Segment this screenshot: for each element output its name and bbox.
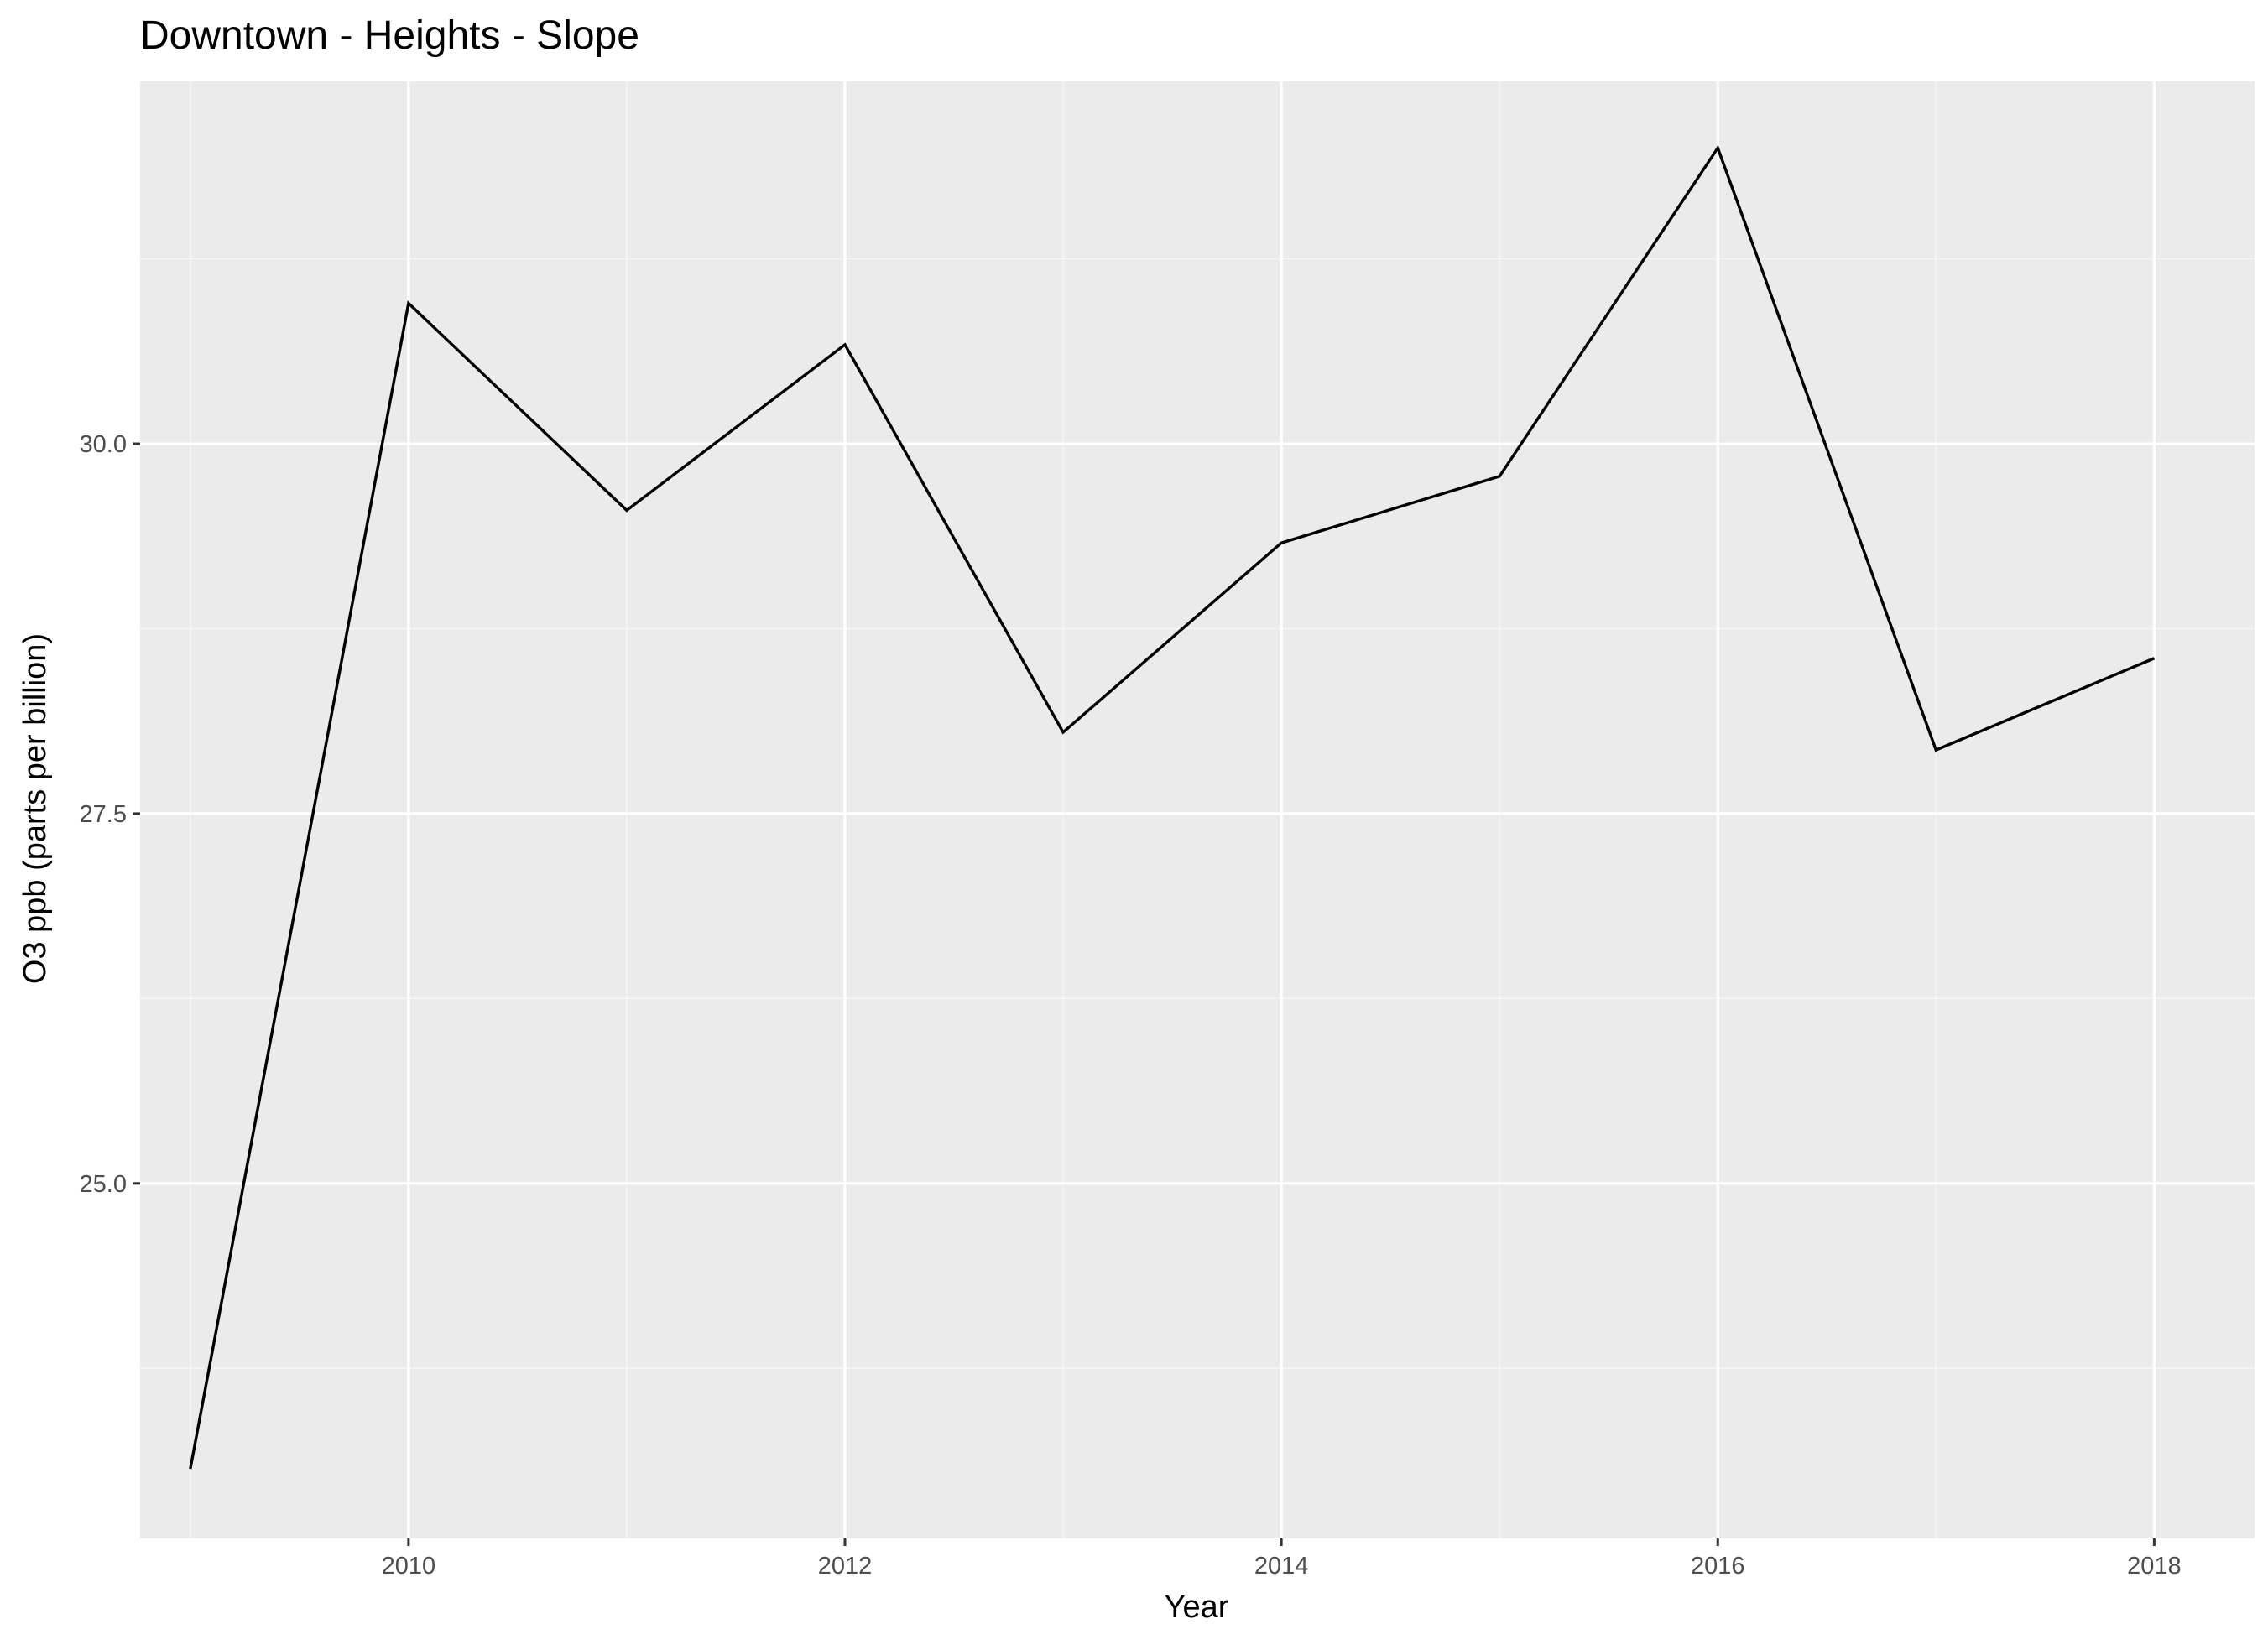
y-tick-label: 27.5 [80, 801, 127, 828]
x-tick-label: 2010 [382, 1553, 436, 1580]
plot-panel [140, 81, 2255, 1538]
chart-title: Downtown - Heights - Slope [140, 13, 639, 58]
y-tick-label: 25.0 [80, 1171, 127, 1198]
x-axis: 2010 2012 2014 2016 2018 [382, 1538, 2182, 1580]
y-axis: 25.0 27.5 30.0 [80, 431, 140, 1198]
x-tick-label: 2018 [2127, 1553, 2182, 1580]
y-axis-title: O3 ppb (parts per billion) [18, 633, 53, 984]
y-tick-label: 30.0 [80, 431, 127, 458]
series-lines [189, 144, 2156, 1470]
x-tick-label: 2016 [1691, 1553, 1745, 1580]
x-tick-label: 2014 [1254, 1553, 1309, 1580]
x-axis-title: Year [1165, 1590, 1229, 1625]
series-line [189, 144, 2156, 1470]
x-tick-label: 2012 [818, 1553, 873, 1580]
panel-background [140, 81, 2255, 1538]
